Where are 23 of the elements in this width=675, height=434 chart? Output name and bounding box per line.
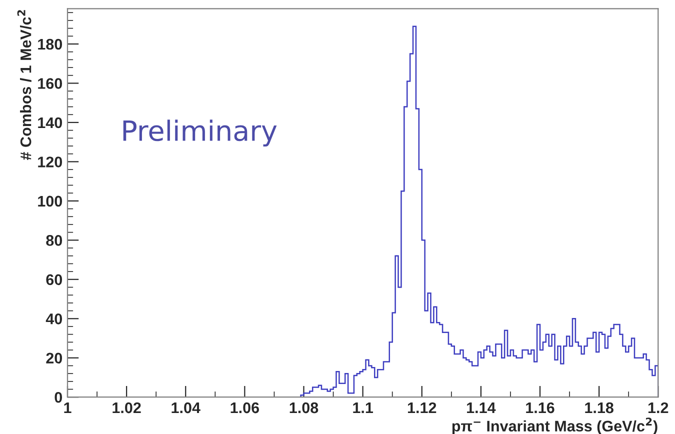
y-tick-label: 0 xyxy=(54,392,62,403)
x-tick-label: 1.1 xyxy=(353,402,374,414)
y-tick-label: 40 xyxy=(46,314,62,324)
y-tick-label: 140 xyxy=(38,117,62,128)
annotation: Preliminary xyxy=(123,120,277,147)
y-axis-title: # Combos / 1 MeV/c$^{2}$ xyxy=(17,10,32,160)
y-tick-label: 180 xyxy=(38,38,62,50)
y-tick-label: 20 xyxy=(46,352,62,364)
x-tick-label: 1.14 xyxy=(467,402,496,414)
x-tick-label: 1.02 xyxy=(112,402,141,414)
x-tick-label: 1.12 xyxy=(408,402,436,414)
y-tick-label: 60 xyxy=(46,274,62,286)
x-tick-label: 1.18 xyxy=(585,402,614,414)
x-tick-label: 1.06 xyxy=(230,402,260,414)
y-tick-label: 80 xyxy=(46,235,62,246)
y-tick-label: 160 xyxy=(38,78,62,89)
x-tick-label: 1.2 xyxy=(648,402,668,414)
y-tick-label: 100 xyxy=(38,196,62,207)
x-tick-label: 1.16 xyxy=(526,402,554,414)
x-tick-label: 1 xyxy=(64,402,72,414)
x-tick-label: 1.04 xyxy=(172,402,200,414)
y-tick-label: 120 xyxy=(38,156,62,168)
x-tick-label: 1.08 xyxy=(290,402,318,414)
